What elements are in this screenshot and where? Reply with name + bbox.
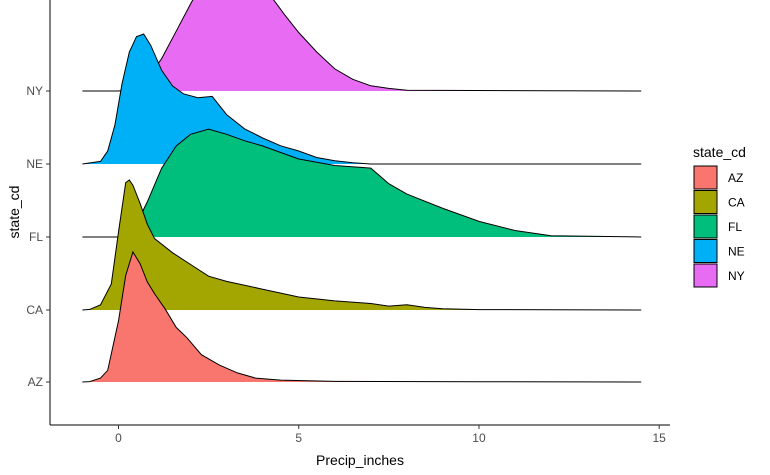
ridge-outline-ca — [82, 179, 642, 311]
ridges-layer — [82, 0, 642, 383]
legend-key-ny — [693, 263, 718, 288]
x-ticks: 0 5 10 15 — [115, 425, 666, 445]
ridge-area-fl — [82, 129, 642, 237]
legend-title: state_cd — [693, 144, 746, 160]
legend: state_cd AZ CA FL NE NY — [693, 144, 746, 288]
legend-label-ny: NY — [728, 269, 745, 283]
legend-key-ca — [693, 190, 718, 214]
x-tick-label-5: 5 — [295, 431, 302, 445]
x-tick-label-10: 10 — [472, 431, 486, 445]
y-axis-title: state_cd — [6, 186, 22, 239]
legend-key-ne — [693, 239, 718, 263]
y-tick-label-ne: NE — [26, 157, 43, 171]
x-tick-label-15: 15 — [653, 431, 667, 445]
ridge-outline-ne — [82, 33, 642, 165]
y-tick-label-az: AZ — [28, 375, 43, 389]
legend-label-ne: NE — [728, 245, 745, 259]
legend-label-fl: FL — [728, 220, 742, 234]
y-ticks: AZ CA FL NE NY — [26, 84, 50, 389]
y-tick-label-fl: FL — [29, 230, 43, 244]
ridge-outline-fl — [82, 128, 642, 238]
x-axis-title: Precip_inches — [316, 452, 404, 468]
legend-key-az — [693, 165, 718, 190]
legend-label-az: AZ — [728, 171, 743, 185]
legend-key-fl — [693, 214, 718, 239]
y-tick-label-ny: NY — [26, 84, 43, 98]
x-tick-label-0: 0 — [115, 431, 122, 445]
legend-label-ca: CA — [728, 196, 745, 210]
ridge-area-ny — [82, 0, 642, 91]
ridge-outline-az — [82, 250, 642, 383]
ridge-area-ne — [82, 34, 642, 164]
ridge-area-az — [82, 252, 642, 382]
y-tick-label-ca: CA — [26, 303, 43, 317]
